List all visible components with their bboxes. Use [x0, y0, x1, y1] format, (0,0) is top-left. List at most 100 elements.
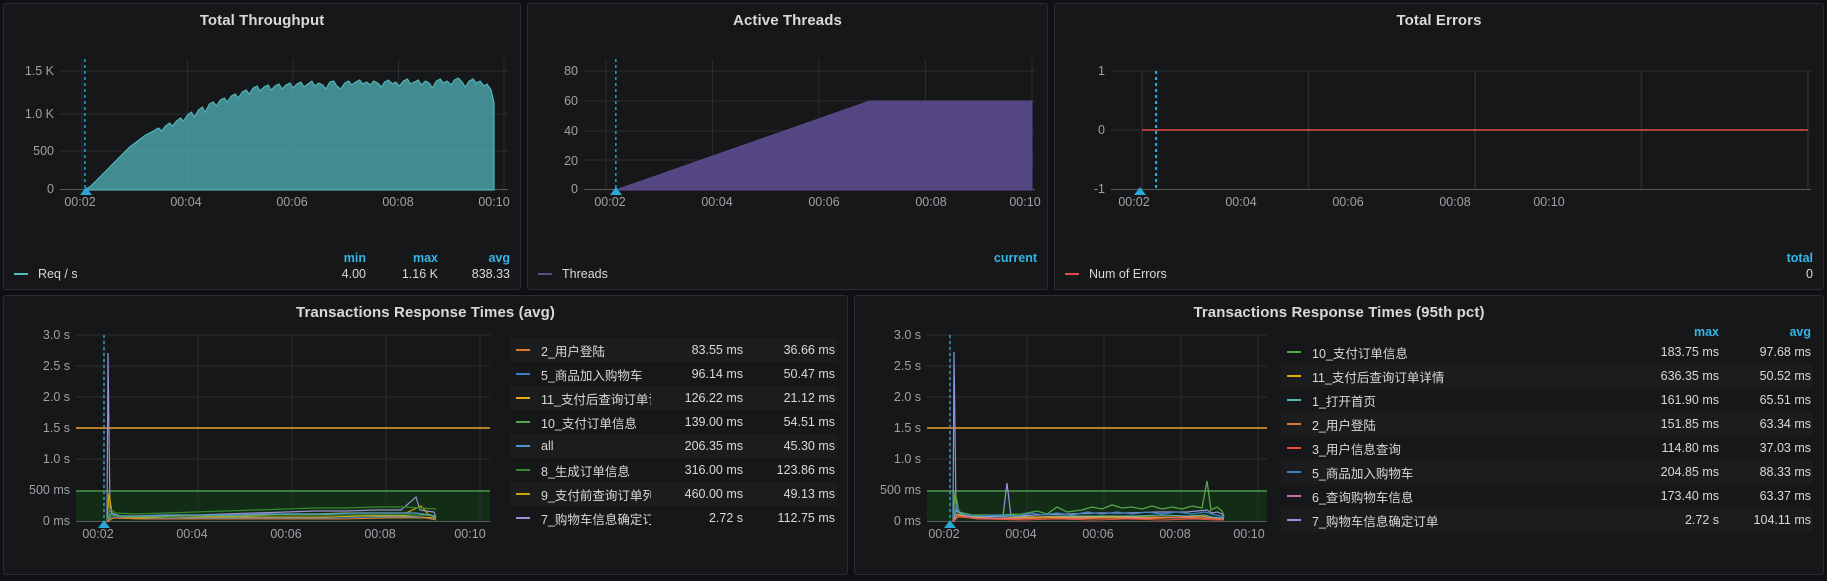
- panel-response-times-avg[interactable]: Transactions Response Times (avg) 3.0 s …: [3, 295, 848, 575]
- plot-area: [76, 334, 490, 523]
- legend-item[interactable]: all 206.35 ms 45.30 ms: [510, 434, 837, 458]
- annotation-marker[interactable]: [98, 520, 110, 528]
- panel-total-errors[interactable]: Total Errors 1 0 -1: [1054, 3, 1824, 290]
- series-color-swatch: [1287, 495, 1301, 497]
- legend-series-name[interactable]: 2_用户登陆: [541, 344, 605, 359]
- legend-series-name[interactable]: 2_用户登陆: [1312, 418, 1376, 433]
- legend-value-max: 636.35 ms: [1660, 369, 1719, 383]
- series-color-swatch: [1065, 273, 1079, 275]
- panel-graph-area[interactable]: 3.0 s 2.5 s 2.0 s 1.5 s 1.0 s 500 ms 0 m…: [855, 321, 1275, 574]
- series-color-swatch: [516, 445, 530, 447]
- legend-header: total: [1065, 251, 1813, 265]
- legend-series-name[interactable]: 3_用户信息查询: [1312, 442, 1401, 457]
- legend-series-name[interactable]: Num of Errors: [1089, 267, 1167, 281]
- legend-item[interactable]: Threads: [538, 265, 1037, 283]
- legend-col-max[interactable]: max: [1693, 325, 1719, 339]
- legend-series-name[interactable]: all: [541, 439, 554, 453]
- dashboard-row-bottom: Transactions Response Times (avg) 3.0 s …: [3, 295, 1824, 575]
- legend-item[interactable]: 9_支付前查询订单列表 460.00 ms 49.13 ms: [510, 482, 837, 506]
- rt-avg-svg: [76, 334, 490, 523]
- legend-value-avg: 45.30 ms: [783, 439, 835, 453]
- errors-svg: [1111, 70, 1811, 190]
- legend-value-min: 4.00: [341, 267, 366, 281]
- legend-value-max: 83.55 ms: [691, 343, 743, 357]
- x-axis-labels: 00:02 00:04 00:06 00:08 00:10: [928, 527, 1265, 541]
- series-color-swatch: [1287, 375, 1301, 377]
- legend-item[interactable]: 2_用户登陆 83.55 ms 36.66 ms: [510, 338, 837, 362]
- panel-response-times-p95[interactable]: Transactions Response Times (95th pct) 3…: [854, 295, 1824, 575]
- annotation-marker[interactable]: [610, 187, 622, 195]
- series-color-swatch: [516, 469, 530, 471]
- legend-item[interactable]: 7_购物车信息确定订单 2.72 s 104.11 ms: [1281, 508, 1813, 532]
- legend-series-name[interactable]: 7_购物车信息确定订单: [541, 512, 651, 527]
- annotation-marker[interactable]: [1134, 187, 1146, 195]
- plot-area: [927, 334, 1267, 523]
- panel-graph-area[interactable]: 3.0 s 2.5 s 2.0 s 1.5 s 1.0 s 500 ms 0 m…: [4, 321, 504, 574]
- legend-series-name[interactable]: Req / s: [38, 267, 78, 281]
- legend-item[interactable]: 11_支付后查询订单详情 126.22 ms 21.12 ms: [510, 386, 837, 410]
- x-axis-labels: 00:02 00:04 00:06 00:08 00:10: [82, 527, 486, 541]
- panel-title: Total Throughput: [199, 12, 325, 29]
- panel-active-threads[interactable]: Active Threads 80 60 40 20 0: [527, 3, 1048, 290]
- panel-graph-area[interactable]: 1 0 -1: [1055, 29, 1823, 251]
- legend-header: max avg: [1281, 325, 1813, 339]
- dashboard-row-top: Total Throughput 1.5 K 1.0 K 500 0: [3, 3, 1824, 290]
- legend-col-max[interactable]: max: [412, 251, 438, 265]
- legend-value-avg: 104.11 ms: [1753, 513, 1811, 527]
- series-color-swatch: [14, 273, 28, 275]
- legend-series-name[interactable]: Threads: [562, 267, 608, 281]
- legend-series-name[interactable]: 1_打开首页: [1312, 394, 1376, 409]
- legend-item[interactable]: 3_用户信息查询 114.80 ms 37.03 ms: [1281, 436, 1813, 460]
- legend-item[interactable]: 11_支付后查询订单详情 636.35 ms 50.52 ms: [1281, 364, 1813, 388]
- legend-series-name[interactable]: 5_商品加入购物车: [541, 368, 643, 383]
- legend-value-avg: 37.03 ms: [1759, 441, 1811, 455]
- series-color-swatch: [1287, 519, 1301, 521]
- legend-col-total[interactable]: total: [1786, 251, 1813, 265]
- legend-col-avg[interactable]: avg: [1789, 325, 1811, 339]
- series-color-swatch: [516, 397, 530, 399]
- legend-series-name[interactable]: 5_商品加入购物车: [1312, 466, 1414, 481]
- y-axis-labels: 3.0 s 2.5 s 2.0 s 1.5 s 1.0 s 500 ms 0 m…: [29, 328, 70, 528]
- legend-item[interactable]: 8_生成订单信息 316.00 ms 123.86 ms: [510, 458, 837, 482]
- legend-series-name[interactable]: 9_支付前查询订单列表: [541, 488, 651, 503]
- legend-item[interactable]: 5_商品加入购物车 204.85 ms 88.33 ms: [1281, 460, 1813, 484]
- panel-total-throughput[interactable]: Total Throughput 1.5 K 1.0 K 500 0: [3, 3, 521, 290]
- legend-item[interactable]: 1_打开首页 161.90 ms 65.51 ms: [1281, 388, 1813, 412]
- panel-legend: 2_用户登陆 83.55 ms 36.66 ms 5_商品加入购物车 96.14…: [504, 321, 847, 574]
- x-axis-labels: 00:02 00:04 00:06 00:08 00:10: [594, 195, 1041, 209]
- series-color-swatch: [1287, 447, 1301, 449]
- legend-col-max[interactable]: [651, 325, 743, 337]
- annotation-marker[interactable]: [944, 520, 956, 528]
- legend-series-name[interactable]: 8_生成订单信息: [541, 464, 630, 479]
- legend-item[interactable]: 10_支付订单信息 183.75 ms 97.68 ms: [1281, 340, 1813, 364]
- legend-col-min[interactable]: min: [343, 251, 366, 265]
- legend-series-name[interactable]: 6_查询购物车信息: [1312, 490, 1414, 505]
- legend-item[interactable]: Req / s 4.00 1.16 K 838.33: [14, 265, 510, 283]
- legend-item[interactable]: 5_商品加入购物车 96.14 ms 50.47 ms: [510, 362, 837, 386]
- legend-item[interactable]: 6_查询购物车信息 173.40 ms 63.37 ms: [1281, 484, 1813, 508]
- legend-header: current: [538, 251, 1037, 265]
- legend-item[interactable]: Num of Errors 0: [1065, 265, 1813, 283]
- legend-col-current[interactable]: current: [993, 251, 1037, 265]
- panel-title: Active Threads: [733, 12, 842, 29]
- legend-value-avg: 112.75 ms: [777, 511, 835, 525]
- legend-series-name[interactable]: 11_支付后查询订单详情: [1312, 370, 1445, 385]
- legend-item[interactable]: 10_支付订单信息 139.00 ms 54.51 ms: [510, 410, 837, 434]
- legend-series-name[interactable]: 10_支付订单信息: [541, 416, 637, 431]
- legend-col-avg[interactable]: avg: [488, 251, 510, 265]
- panel-title: Total Errors: [1396, 12, 1482, 29]
- legend-value-max: 151.85 ms: [1660, 417, 1719, 431]
- legend-item[interactable]: 2_用户登陆 151.85 ms 63.34 ms: [1281, 412, 1813, 436]
- legend-col-avg[interactable]: [743, 325, 835, 337]
- panel-graph-area[interactable]: 80 60 40 20 0: [528, 29, 1047, 251]
- panel-graph-area[interactable]: 1.5 K 1.0 K 500 0: [4, 29, 520, 251]
- legend-value-avg: 36.66 ms: [783, 343, 835, 357]
- annotation-marker[interactable]: [80, 187, 92, 195]
- legend-series-name[interactable]: 7_购物车信息确定订单: [1312, 514, 1439, 529]
- legend-series-name[interactable]: 11_支付后查询订单详情: [541, 392, 651, 407]
- legend-item[interactable]: 7_购物车信息确定订单 2.72 s 112.75 ms: [510, 506, 837, 530]
- x-axis-labels: 00:02 00:04 00:06 00:08 00:10: [64, 195, 510, 209]
- series-color-swatch: [516, 349, 530, 351]
- legend-series-name[interactable]: 10_支付订单信息: [1312, 346, 1408, 361]
